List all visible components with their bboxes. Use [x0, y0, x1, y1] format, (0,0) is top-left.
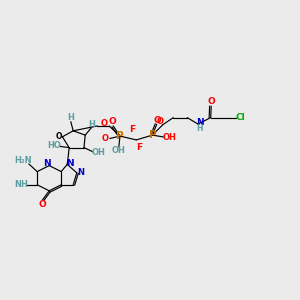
Text: N: N: [66, 159, 74, 168]
Text: O: O: [100, 119, 107, 128]
Text: OH: OH: [112, 146, 126, 155]
Text: O: O: [38, 200, 46, 208]
Text: P: P: [116, 131, 124, 141]
Text: N: N: [78, 168, 85, 177]
Text: F: F: [136, 143, 143, 152]
Text: Cl: Cl: [236, 113, 246, 122]
Text: F: F: [129, 125, 136, 134]
Text: O: O: [153, 116, 161, 125]
Text: O: O: [108, 117, 116, 126]
Text: NH: NH: [14, 180, 28, 189]
Text: P: P: [148, 130, 156, 140]
Text: N: N: [196, 118, 204, 127]
Text: OH: OH: [163, 134, 177, 142]
Text: H: H: [197, 124, 203, 133]
Text: O: O: [207, 98, 215, 106]
Text: H: H: [68, 113, 74, 122]
Text: OH: OH: [92, 148, 106, 158]
Text: H: H: [88, 120, 95, 129]
Text: O: O: [157, 117, 164, 126]
Text: O: O: [56, 132, 62, 141]
Text: HO: HO: [47, 141, 61, 150]
Text: N: N: [44, 159, 51, 168]
Text: H₂N: H₂N: [14, 156, 32, 165]
Text: O: O: [102, 134, 109, 143]
